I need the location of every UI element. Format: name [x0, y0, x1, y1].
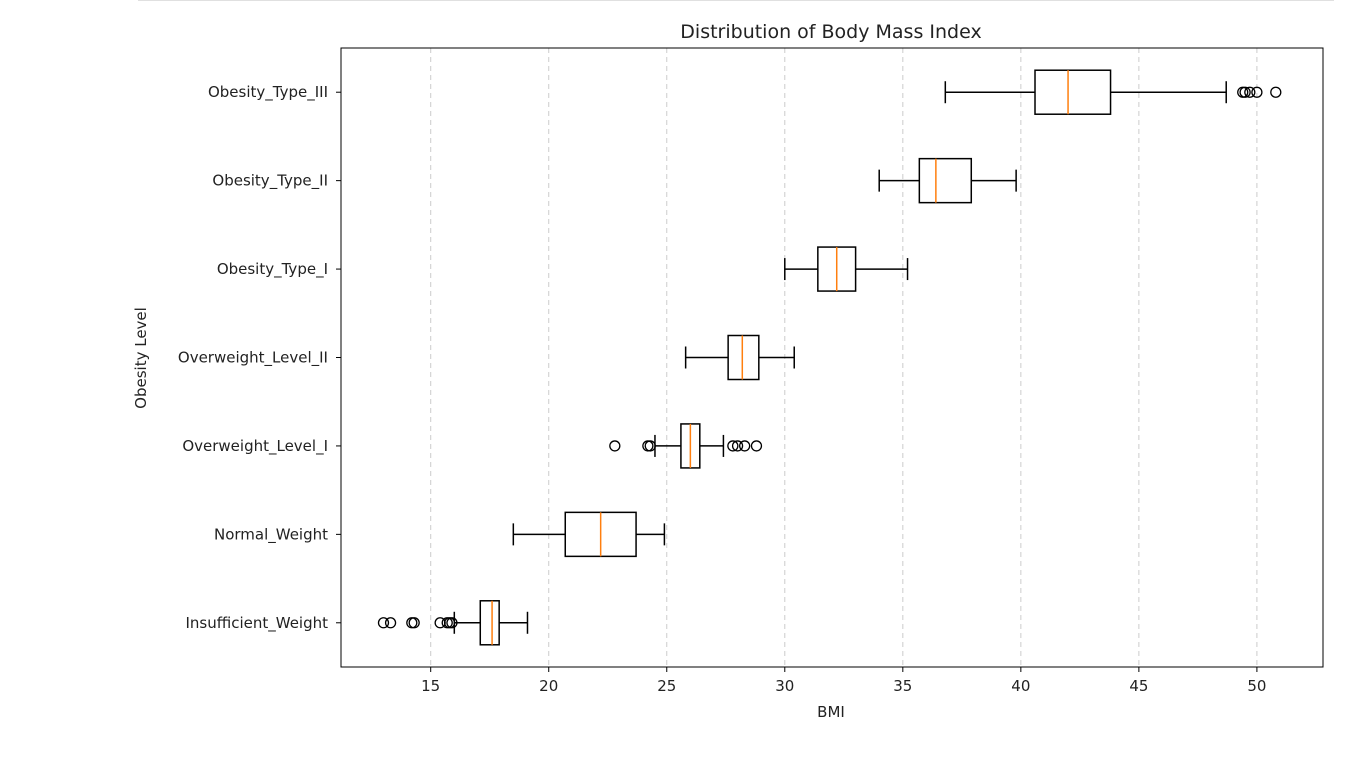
y-tick-label: Insufficient_Weight: [185, 614, 328, 633]
x-tick-label: 25: [657, 677, 676, 695]
outlier-point: [446, 617, 458, 629]
x-tick-label: 45: [1129, 677, 1148, 695]
y-axis-label: Obesity Level: [132, 307, 150, 409]
outlier-point: [731, 440, 744, 452]
y-tick-label: Obesity_Type_I: [217, 260, 328, 279]
outlier-point: [384, 617, 397, 629]
outlier-point: [406, 617, 418, 629]
box-group: [609, 423, 763, 469]
outlier-point: [750, 440, 763, 452]
plot-area-frame: [340, 47, 1324, 668]
outlier-point: [642, 440, 654, 452]
x-axis-ticks: 15 20 25 30 35 40 45 50: [421, 667, 1266, 695]
grid-lines: [430, 48, 1258, 667]
box-plots: [377, 69, 1282, 646]
outlier-point: [739, 440, 751, 452]
box-group: [684, 334, 795, 381]
x-tick-label: 20: [539, 677, 558, 695]
outlier-point: [377, 617, 390, 629]
x-tick-label: 40: [1011, 677, 1030, 695]
x-tick-label: 35: [893, 677, 912, 695]
y-tick-label: Obesity_Type_II: [212, 172, 328, 191]
outlier-point: [644, 440, 656, 452]
iqr-box: [479, 600, 500, 646]
y-tick-label: Normal_Weight: [214, 525, 328, 544]
top-divider: [138, 0, 1334, 1]
x-tick-label: 30: [775, 677, 794, 695]
outlier-point: [1244, 86, 1256, 98]
x-axis-label: BMI: [817, 703, 845, 721]
outlier-point: [1251, 86, 1263, 98]
x-tick-label: 15: [421, 677, 440, 695]
box-group: [377, 600, 529, 646]
y-tick-label: Obesity_Type_III: [208, 83, 328, 102]
outlier-point: [609, 440, 621, 452]
y-axis-ticks: Insufficient_Weight Normal_Weight Overweig…: [178, 83, 341, 633]
chart-title: Distribution of Body Mass Index: [680, 21, 981, 43]
x-tick-label: 50: [1247, 677, 1266, 695]
outlier-point: [1270, 86, 1282, 98]
iqr-box: [727, 334, 760, 381]
box-group: [878, 157, 1017, 204]
iqr-box: [918, 157, 973, 204]
outlier-point: [408, 617, 420, 629]
iqr-box: [1034, 69, 1112, 115]
outlier-point: [443, 617, 456, 629]
box-group: [944, 69, 1282, 115]
outlier-point: [727, 440, 739, 452]
box-group: [512, 511, 666, 558]
box-group: [784, 246, 909, 292]
y-tick-label: Overweight_Level_II: [178, 349, 328, 368]
y-tick-label: Overweight_Level_I: [182, 437, 328, 456]
outlier-point: [1239, 86, 1251, 98]
